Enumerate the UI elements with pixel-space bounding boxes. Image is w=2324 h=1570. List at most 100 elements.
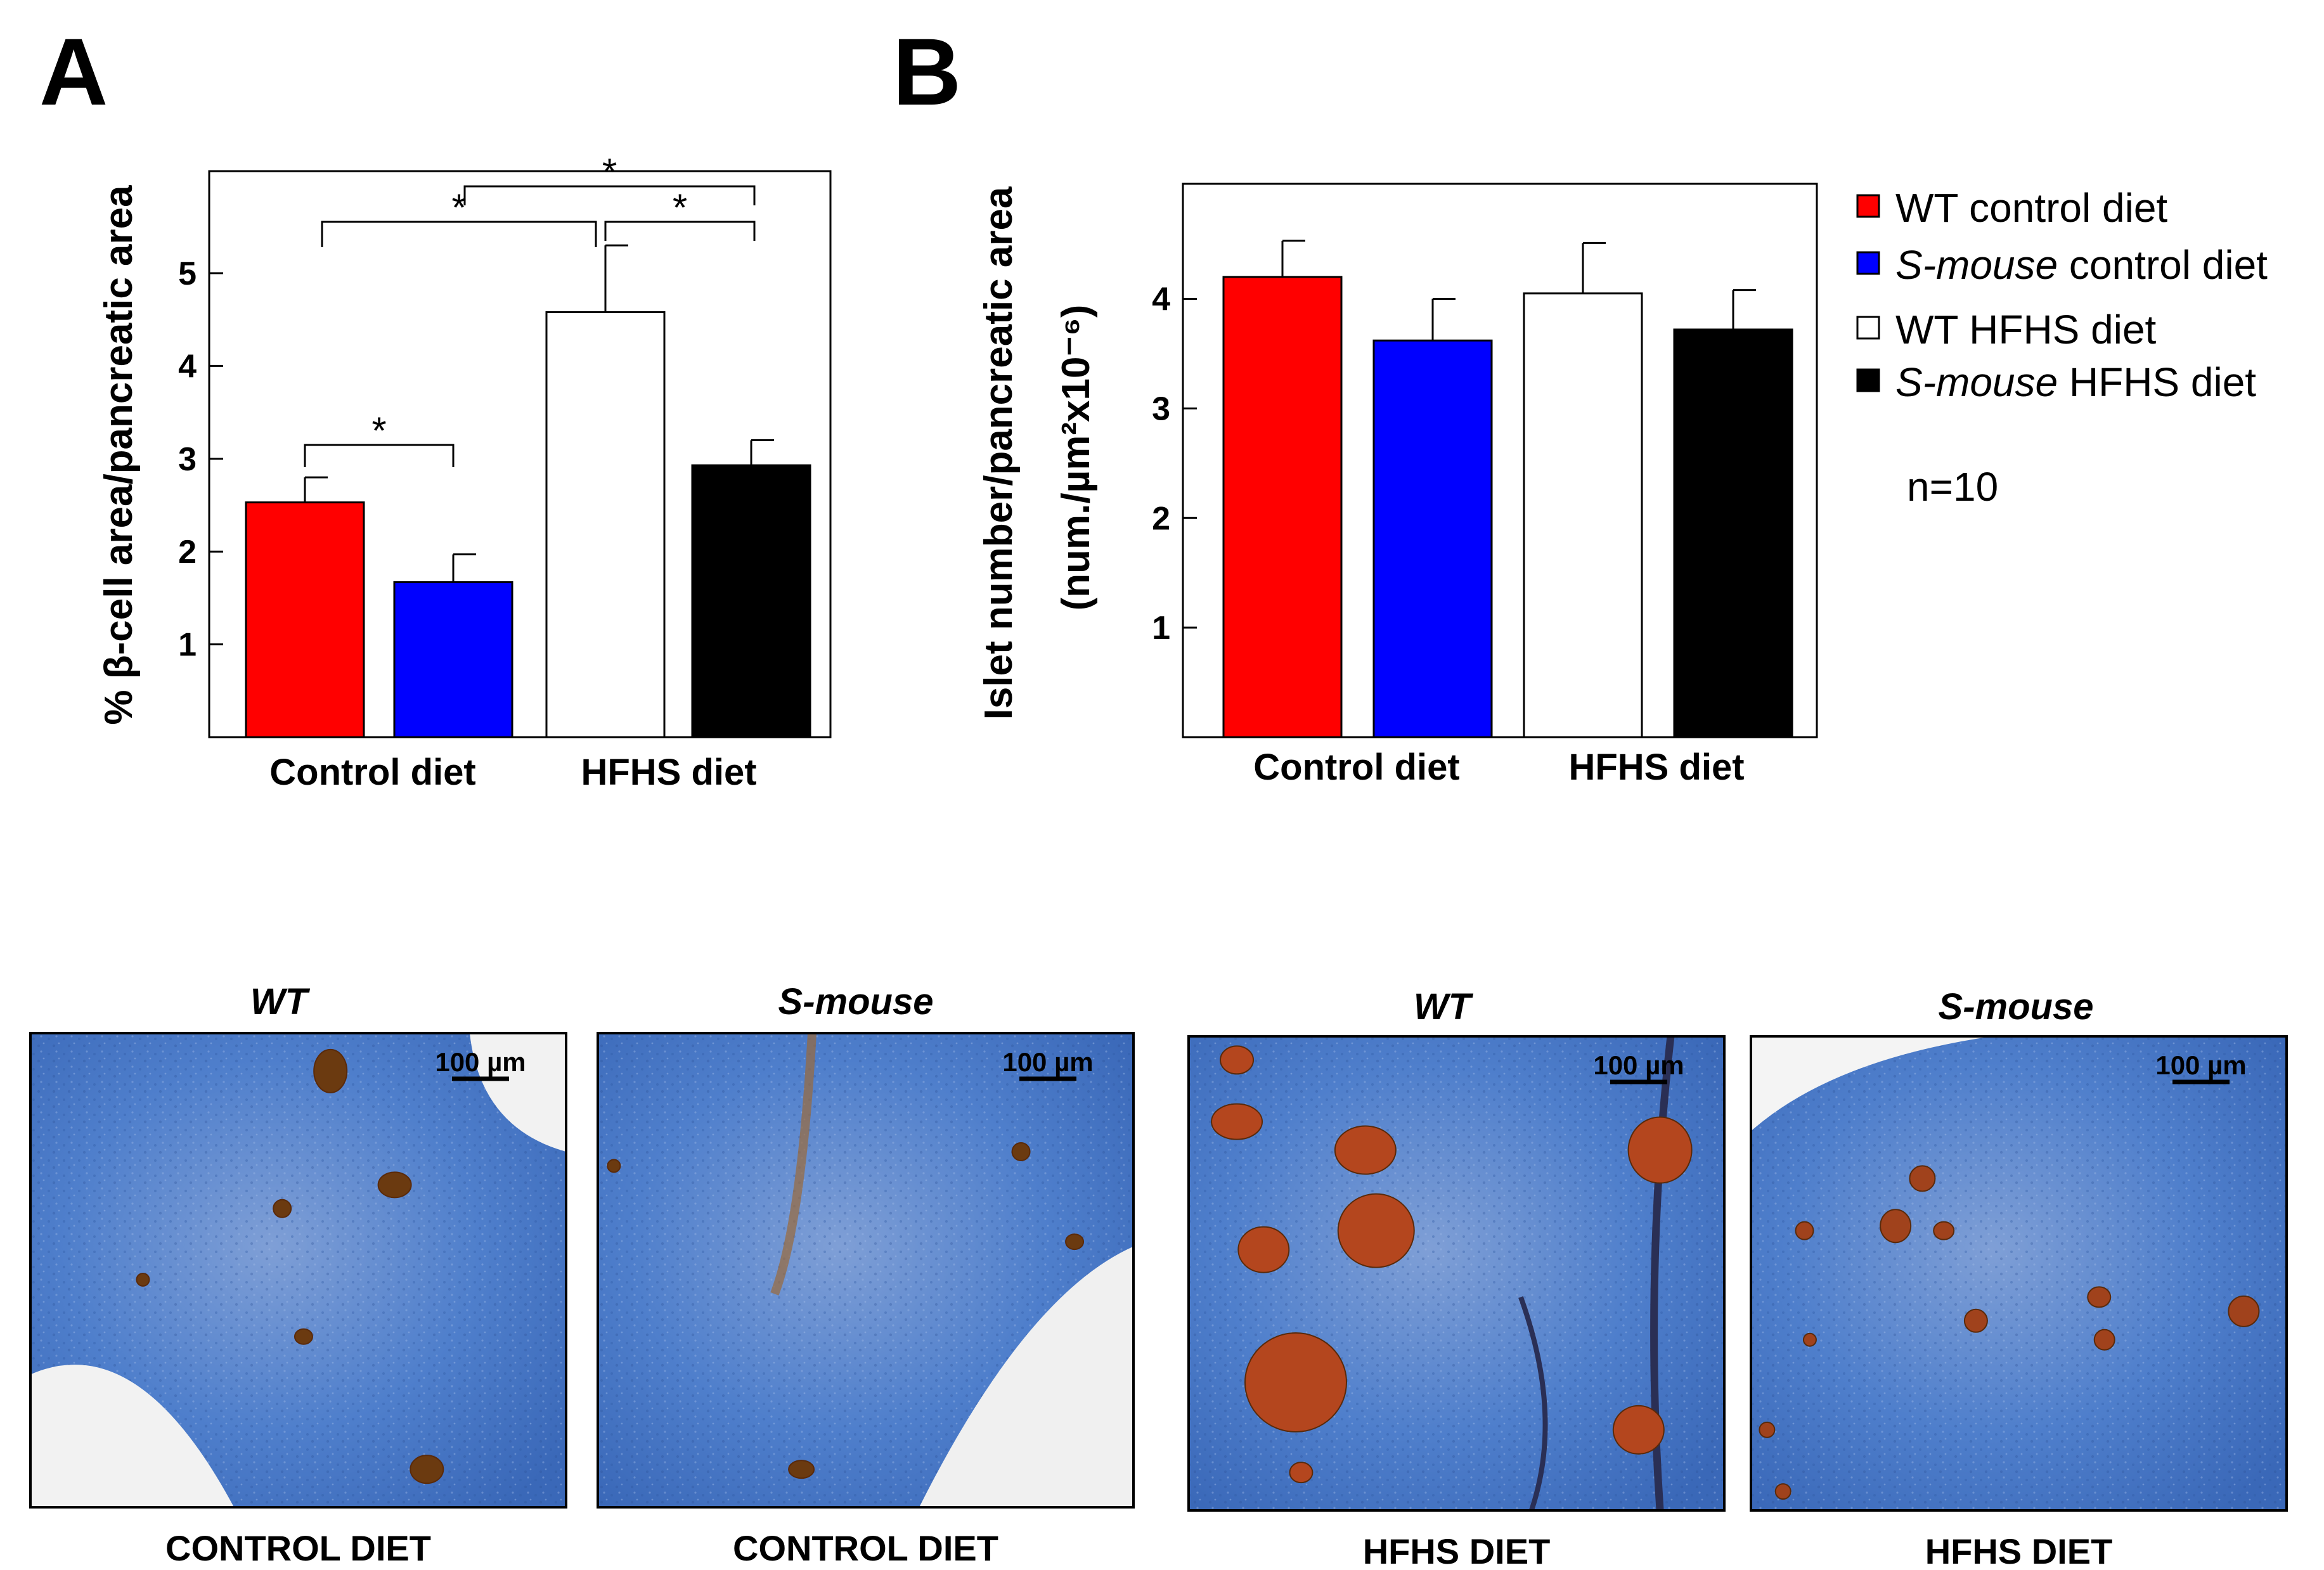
micrograph-title: WT [250, 981, 311, 1022]
micrograph-title: WT [1414, 986, 1474, 1027]
micrograph-frame [597, 1032, 1135, 1509]
scale-bar-label: 100 µm [2155, 1050, 2246, 1080]
scale-bar-label: 100 µm [435, 1047, 526, 1077]
micrograph-title: S-mouse [778, 981, 934, 1022]
insulin-stained-islet [1627, 1116, 1693, 1184]
legend-swatch [1856, 368, 1880, 392]
micrographs: 100 µm WT CONTROL DIET 100 µm S-mouse CONTROL… [29, 981, 2288, 1570]
significance-star: * [673, 186, 687, 229]
chart-a-ylabel: % β-cell area/pancreatic area [97, 185, 141, 725]
chart-a-ytick-label: 1 [178, 627, 197, 664]
insulin-stained-islet [2228, 1295, 2260, 1327]
legend-swatch [1856, 251, 1880, 275]
tissue-texture [1751, 1036, 2287, 1510]
chart-a-ytick-label: 5 [178, 255, 197, 292]
chart-b: 1 2 3 4 Islet number/pancreatic area (num./… [977, 183, 1818, 788]
legend-label: S-mouse HFHS diet [1895, 359, 2256, 405]
insulin-stained-islet [607, 1159, 621, 1173]
insulin-stained-islet [1011, 1142, 1031, 1161]
insulin-stained-islet [1880, 1209, 1912, 1244]
micrograph-title: S-mouse [1939, 986, 2094, 1027]
insulin-stained-islet [1220, 1045, 1255, 1075]
legend-swatch [1856, 316, 1880, 340]
chart-b-bar [1372, 339, 1493, 738]
micrograph: 100 µm [1750, 1035, 2288, 1512]
micrograph-caption: HFHS DIET [1925, 1531, 2113, 1570]
micrograph-frame [29, 1032, 567, 1509]
insulin-stained-islet [2093, 1329, 2115, 1351]
significance-star: * [602, 151, 617, 193]
insulin-stained-islet [1337, 1193, 1415, 1268]
chart-b-ylabel: Islet number/pancreatic area [977, 186, 1021, 719]
n-label: n=10 [1907, 464, 1998, 510]
legend-label: WT control diet [1895, 185, 2167, 231]
significance-star: * [371, 409, 386, 452]
micrograph-frame [1750, 1035, 2288, 1512]
insulin-stained-islet [1612, 1405, 1665, 1455]
insulin-stained-islet [1289, 1462, 1314, 1484]
scale-bar-label: 100 µm [1002, 1047, 1093, 1077]
panel-b-letter: B [893, 18, 961, 125]
chart-b-bar [1673, 328, 1793, 738]
insulin-stained-islet [1759, 1421, 1776, 1438]
insulin-stained-islet [294, 1328, 313, 1345]
micrograph: 100 µm [1187, 1035, 1726, 1512]
chart-a-significance: * * * * [304, 151, 756, 467]
significance-bracket [463, 185, 756, 205]
significance-star: * [451, 186, 466, 229]
insulin-stained-islet [1774, 1483, 1791, 1500]
insulin-stained-islet [1065, 1233, 1085, 1251]
insulin-stained-islet [1795, 1221, 1814, 1240]
chart-a-group-label-hfhs: HFHS diet [581, 752, 756, 793]
insulin-stained-islet [410, 1455, 444, 1484]
chart-b-ytick-label: 3 [1152, 390, 1170, 427]
duct [770, 1033, 817, 1296]
chart-a-bar [545, 311, 666, 738]
micrograph-caption: CONTROL DIET [733, 1528, 998, 1568]
insulin-stained-islet [1933, 1221, 1955, 1240]
chart-b-group-label-hfhs: HFHS diet [1568, 747, 1744, 788]
insulin-stained-islet [273, 1199, 292, 1218]
chart-a: 1 2 3 4 5 * * * * % β-cell area/pancreatic area… [97, 151, 832, 793]
legend-label: WT HFHS diet [1895, 307, 2157, 352]
background-gap [30, 1364, 235, 1507]
chart-b-bar [1523, 292, 1643, 738]
chart-b-frame [1182, 183, 1818, 738]
chart-b-group-label-control: Control diet [1253, 747, 1459, 788]
chart-a-group-label-control: Control diet [269, 752, 475, 793]
chart-b-ticks: 1 2 3 4 [1152, 281, 1197, 647]
chart-a-bar [245, 501, 365, 738]
chart-a-ytick-label: 3 [178, 441, 197, 478]
micrograph-caption: CONTROL DIET [165, 1528, 431, 1568]
legend-swatch [1856, 194, 1880, 218]
chart-a-ytick-label: 4 [178, 348, 197, 385]
significance-bracket [321, 221, 597, 247]
background-gap [1751, 1036, 1992, 1131]
insulin-stained-islet [1244, 1332, 1347, 1433]
insulin-stained-islet [1211, 1103, 1263, 1140]
insulin-stained-islet [1909, 1165, 1936, 1192]
significance-bracket [604, 221, 756, 241]
insulin-stained-islet [1237, 1226, 1290, 1273]
chart-b-bar [1222, 276, 1343, 738]
scale-bar-label: 100 µm [1593, 1050, 1684, 1080]
vessel [1518, 1296, 1548, 1510]
micrograph: 100 µm [597, 1032, 1135, 1509]
background-gap [469, 1033, 566, 1152]
chart-a-frame [208, 170, 832, 738]
chart-a-bars [245, 244, 811, 738]
chart-b-bars [1222, 240, 1793, 738]
chart-a-bar [691, 464, 811, 738]
chart-b-ylabel-units: (num./µm²x10⁻⁶) [1054, 305, 1098, 611]
insulin-stained-islet [788, 1460, 815, 1479]
chart-a-bar [393, 581, 513, 738]
insulin-stained-islet [1334, 1125, 1397, 1175]
panel-a-letter: A [39, 18, 108, 125]
significance-bracket [304, 444, 455, 467]
chart-b-ytick-label: 1 [1152, 610, 1170, 647]
background-gap [919, 1246, 1133, 1507]
chart-a-ticks: 1 2 3 4 5 [178, 255, 223, 664]
insulin-stained-islet [377, 1171, 412, 1199]
legend-label: S-mouse control diet [1895, 242, 2268, 288]
